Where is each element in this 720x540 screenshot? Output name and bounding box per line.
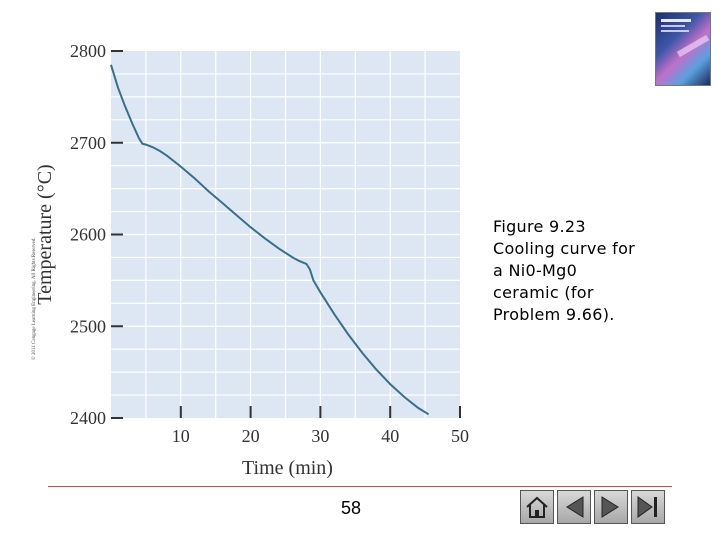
- home-icon: [526, 496, 548, 518]
- x-tick-label: 20: [242, 426, 260, 446]
- x-tick-label: 40: [381, 426, 399, 446]
- x-axis-title: Time (min): [242, 457, 333, 479]
- y-axis-title: Temperature (°C): [34, 164, 56, 304]
- y-tick-label: 2800: [70, 41, 106, 61]
- y-tick-label: 2600: [70, 225, 106, 245]
- next-button[interactable]: [594, 490, 628, 524]
- home-button[interactable]: [520, 490, 554, 524]
- grid-lines: [111, 51, 460, 418]
- page-number: 58: [340, 498, 362, 518]
- y-tick-label: 2400: [70, 408, 106, 428]
- last-icon: [637, 496, 657, 518]
- caption-line: Problem 9.66).: [493, 305, 615, 324]
- last-button[interactable]: [631, 490, 665, 524]
- axis-ticks: [111, 50, 461, 419]
- x-tick-label: 30: [311, 426, 329, 446]
- caption-line: Cooling curve for: [493, 239, 636, 258]
- first-button[interactable]: [557, 490, 591, 524]
- book-cover-thumbnail: [655, 12, 711, 86]
- x-tick-label: 10: [172, 426, 190, 446]
- caption-line: ceramic (for: [493, 283, 594, 302]
- y-tick-label: 2500: [70, 316, 106, 336]
- x-tick-label: 50: [451, 426, 469, 446]
- caption-line: a Ni0-Mg0: [493, 261, 578, 280]
- slide-navigation: [520, 490, 668, 524]
- next-icon: [601, 496, 619, 518]
- figure-caption: Figure 9.23 Cooling curve for a Ni0-Mg0 …: [493, 216, 683, 326]
- caption-line: Figure 9.23: [493, 217, 586, 236]
- tick-labels: 10 20 30 40 50 2400 2500 2600 2700 2800: [70, 41, 469, 446]
- y-tick-label: 2700: [70, 133, 106, 153]
- footer-divider: [48, 486, 672, 487]
- cooling-curve-line: [110, 64, 430, 416]
- first-icon: [566, 496, 584, 518]
